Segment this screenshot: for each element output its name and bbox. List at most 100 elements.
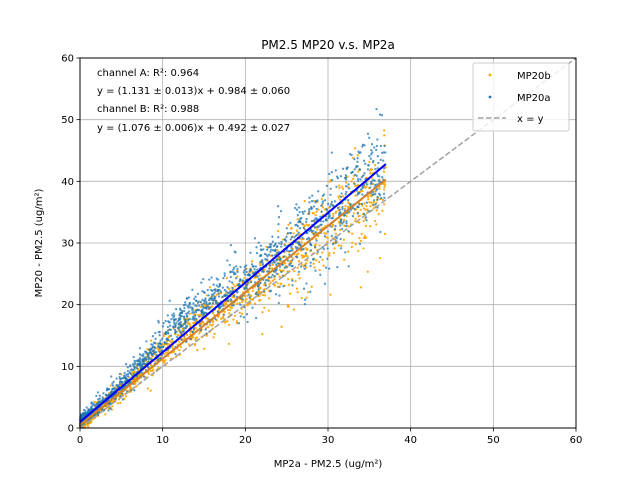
- point-mp20b: [306, 255, 309, 258]
- point-mp20a: [90, 406, 93, 410]
- point-mp20a: [376, 195, 379, 199]
- point-mp20b: [195, 336, 198, 339]
- point-mp20a: [321, 202, 324, 205]
- point-mp20a: [174, 307, 178, 311]
- point-mp20a: [217, 295, 221, 298]
- point-mp20a: [111, 384, 115, 387]
- point-mp20a: [344, 224, 348, 228]
- point-mp20b: [203, 347, 206, 350]
- point-mp20a: [344, 176, 347, 179]
- point-mp20a: [362, 174, 365, 177]
- point-mp20a: [163, 341, 166, 344]
- point-mp20b: [147, 372, 150, 375]
- point-mp20b: [372, 182, 375, 186]
- point-mp20a: [373, 179, 376, 182]
- point-mp20a: [199, 300, 202, 304]
- point-mp20a: [187, 296, 191, 299]
- point-mp20a: [334, 169, 337, 172]
- point-mp20a: [376, 167, 379, 170]
- point-mp20a: [259, 281, 262, 285]
- point-mp20b: [213, 332, 216, 336]
- x-tick-label: 20: [239, 435, 252, 446]
- point-mp20b: [116, 402, 119, 405]
- point-mp20a: [336, 206, 340, 210]
- point-mp20b: [378, 187, 381, 190]
- point-mp20a: [319, 215, 322, 218]
- point-mp20b: [305, 296, 308, 299]
- point-mp20a: [194, 317, 198, 320]
- point-mp20a: [378, 180, 381, 184]
- point-mp20a: [136, 359, 140, 363]
- point-mp20a: [208, 307, 211, 310]
- point-mp20a: [339, 195, 343, 199]
- point-mp20b: [192, 321, 195, 325]
- point-mp20a: [249, 268, 252, 271]
- point-mp20a: [330, 179, 334, 182]
- point-mp20a: [326, 209, 329, 212]
- point-mp20b: [354, 194, 357, 197]
- point-mp20a: [257, 241, 260, 244]
- point-mp20a: [323, 199, 327, 202]
- point-mp20b: [229, 306, 232, 309]
- point-mp20a: [231, 287, 234, 290]
- point-mp20b: [370, 177, 374, 180]
- point-mp20a: [214, 289, 217, 292]
- point-mp20a: [369, 157, 372, 160]
- point-mp20b: [341, 187, 345, 190]
- point-mp20b: [321, 258, 324, 261]
- point-mp20a: [296, 246, 299, 249]
- point-mp20a: [84, 411, 87, 415]
- point-mp20a: [179, 311, 183, 315]
- point-mp20a: [192, 327, 196, 331]
- point-mp20a: [286, 231, 290, 235]
- point-mp20a: [336, 265, 339, 269]
- point-mp20b: [311, 212, 314, 215]
- point-mp20a: [305, 220, 308, 223]
- point-mp20a: [95, 394, 98, 398]
- point-mp20b: [338, 198, 342, 201]
- point-mp20a: [380, 197, 383, 200]
- point-mp20a: [323, 282, 327, 285]
- legend-label-mp20b: MP20b: [517, 71, 551, 82]
- point-mp20b: [331, 223, 335, 226]
- point-mp20a: [323, 235, 326, 238]
- point-mp20a: [168, 321, 171, 324]
- point-mp20a: [290, 235, 294, 239]
- point-mp20a: [141, 354, 145, 358]
- point-mp20a: [215, 284, 218, 287]
- point-mp20a: [326, 202, 330, 206]
- point-mp20a: [305, 217, 308, 221]
- point-mp20a: [241, 279, 245, 282]
- point-mp20b: [134, 381, 137, 385]
- point-mp20a: [271, 254, 274, 257]
- annotation-channel-a-fit: y = (1.131 ± 0.013)x + 0.984 ± 0.060: [97, 86, 290, 97]
- point-mp20a: [275, 272, 278, 275]
- point-mp20b: [370, 168, 374, 171]
- point-mp20b: [276, 282, 279, 285]
- point-mp20a: [289, 238, 292, 241]
- point-mp20a: [239, 315, 242, 318]
- point-mp20a: [321, 200, 325, 203]
- point-mp20b: [305, 248, 308, 252]
- point-mp20a: [274, 242, 277, 245]
- point-mp20a: [348, 210, 351, 213]
- point-mp20a: [256, 268, 259, 271]
- point-mp20b: [296, 291, 299, 294]
- point-mp20a: [208, 278, 211, 281]
- point-mp20a: [236, 267, 239, 271]
- point-mp20a: [264, 279, 268, 282]
- point-mp20a: [144, 357, 147, 360]
- point-mp20a: [308, 196, 311, 199]
- point-mp20b: [302, 254, 305, 258]
- point-mp20b: [373, 219, 377, 223]
- point-mp20b: [300, 238, 303, 241]
- point-mp20b: [276, 285, 279, 289]
- point-mp20a: [326, 230, 329, 233]
- point-mp20a: [242, 316, 246, 319]
- point-mp20a: [202, 291, 206, 294]
- point-mp20a: [297, 220, 300, 224]
- point-mp20b: [271, 263, 275, 266]
- point-mp20b: [208, 286, 212, 289]
- point-mp20b: [366, 211, 369, 214]
- point-mp20a: [184, 303, 187, 306]
